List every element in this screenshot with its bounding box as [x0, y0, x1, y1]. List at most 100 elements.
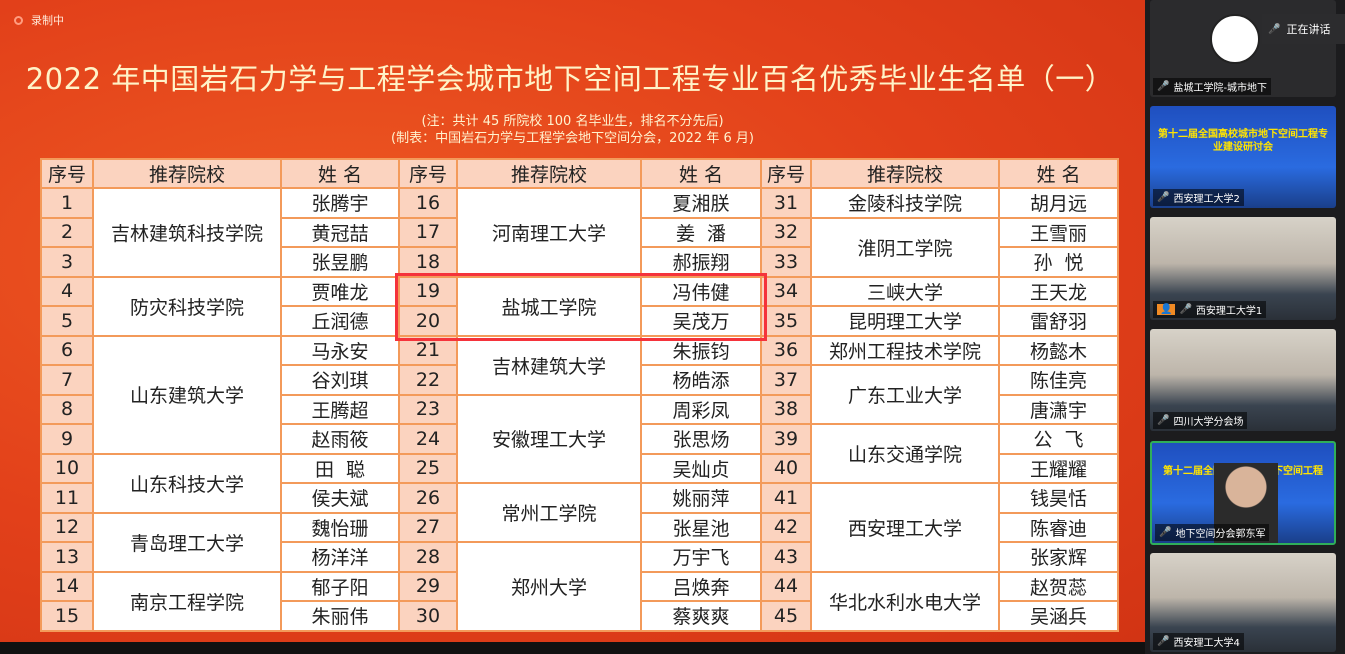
- header-school: 推荐院校: [810, 158, 1000, 189]
- name-cell: 张家辉: [998, 541, 1119, 573]
- seq-cell: 39: [760, 423, 812, 455]
- school-cell: 金陵科技学院: [810, 187, 1000, 219]
- name-cell: 王雪丽: [998, 216, 1119, 248]
- name-cell: 夏湘朕: [640, 187, 762, 219]
- seq-cell: 16: [398, 187, 458, 219]
- header-school: 推荐院校: [456, 158, 642, 189]
- seq-cell: 7: [40, 364, 94, 396]
- participant-tile[interactable]: 第十二届全国高校城市地下空间工程专业建设研讨会 🎤 西安理工大学2: [1150, 106, 1336, 208]
- seq-cell: 2: [40, 216, 94, 248]
- school-cell: 山东建筑大学: [92, 334, 282, 455]
- name-cell: 赵贺蕊: [998, 570, 1119, 602]
- name-cell: 王天龙: [998, 275, 1119, 307]
- mic-icon: 🎤: [1157, 192, 1170, 203]
- seq-cell: 15: [40, 600, 94, 632]
- seq-cell: 17: [398, 216, 458, 248]
- seq-cell: 26: [398, 482, 458, 514]
- mic-muted-icon: 🎤: [1157, 81, 1170, 92]
- school-cell: 郑州工程技术学院: [810, 334, 1000, 366]
- participant-tile[interactable]: 🎤 盐城工学院-城市地下: [1150, 0, 1336, 97]
- seq-cell: 23: [398, 393, 458, 425]
- name-cell: 公 飞: [998, 423, 1119, 455]
- name-cell: 吴涵兵: [998, 600, 1119, 632]
- table-row: 5 丘润德 20 吴茂万 35 昆明理工大学 雷舒羽: [40, 305, 1119, 337]
- name-cell: 朱丽伟: [280, 600, 400, 632]
- table-row: 1 吉林建筑科技学院 张腾宇 16 河南理工大学 夏湘朕 31 金陵科技学院 胡月远: [40, 187, 1119, 278]
- school-cell: 郑州大学: [456, 541, 642, 632]
- participant-name: 盐城工学院-城市地下: [1173, 83, 1268, 94]
- table-row: 10 山东科技大学田 聪 25 吴灿贞 40 王耀耀: [40, 452, 1119, 514]
- participant-tile[interactable]: 🎤 西安理工大学4: [1150, 553, 1336, 652]
- name-cell: 钱昊恬: [998, 482, 1119, 514]
- name-cell: 魏怡珊: [280, 511, 400, 543]
- slide-note: (注：共计 45 所院校 100 名毕业生，排名不分先后): [421, 114, 724, 129]
- name-cell: 吴茂万: [640, 305, 762, 337]
- user-icon: 👤: [1157, 304, 1176, 315]
- name-cell: 姜 潘: [640, 216, 762, 248]
- record-icon: [14, 15, 23, 25]
- header-school: 推荐院校: [92, 158, 282, 189]
- participant-name: 西安理工大学4: [1173, 638, 1240, 649]
- seq-cell: 24: [398, 423, 458, 455]
- name-cell: 赵雨筱: [280, 423, 400, 455]
- name-cell: 张腾宇: [280, 187, 400, 219]
- name-cell: 姚丽萍: [640, 482, 762, 514]
- table-row: 4 防灾科技学院 贾唯龙 19 盐城工学院 冯伟健 34 三峡大学 王天龙: [40, 275, 1119, 337]
- name-cell: 唐潇宇: [998, 393, 1119, 425]
- participant-tile[interactable]: 👤 🎤 西安理工大学1: [1150, 217, 1336, 320]
- highlight-box: [395, 273, 767, 341]
- school-cell: 广东工业大学: [810, 364, 1000, 425]
- name-cell: 王耀耀: [998, 452, 1119, 484]
- name-cell: 侯夫斌: [280, 482, 400, 514]
- header-name: 姓 名: [280, 158, 400, 189]
- seq-cell: 31: [760, 187, 812, 219]
- seq-cell: 10: [40, 452, 94, 484]
- speaking-label: 正在讲话: [1286, 23, 1331, 36]
- participant-tile-active[interactable]: 第十二届全国高校城市地下空间工程专业建设 🎤地下空间分会郭东军: [1150, 441, 1336, 545]
- avatar: [1210, 14, 1260, 64]
- seq-cell: 19: [398, 275, 458, 307]
- header-no: 序号: [398, 158, 458, 189]
- name-cell: 张思炀: [640, 423, 762, 455]
- mic-muted-icon: 🎤: [1268, 23, 1281, 35]
- name-cell: 万宇飞: [640, 541, 762, 573]
- mic-muted-icon: 🎤: [1157, 415, 1170, 426]
- participant-tile[interactable]: 🎤 四川大学分会场: [1150, 329, 1336, 431]
- school-cell: 三峡大学: [810, 275, 1000, 307]
- participant-name: 西安理工大学1: [1195, 306, 1263, 317]
- recording-label: 录制中: [31, 14, 64, 27]
- seq-cell: 36: [760, 334, 812, 366]
- school-cell: 青岛理工大学: [92, 511, 282, 573]
- seq-cell: 20: [398, 305, 458, 337]
- name-cell: 杨皓添: [640, 364, 762, 396]
- seq-cell: 25: [398, 452, 458, 484]
- school-cell: 西安理工大学: [810, 482, 1000, 573]
- seq-cell: 9: [40, 423, 94, 455]
- name-cell: 杨洋洋: [280, 541, 400, 573]
- school-cell: 华北水利水电大学: [810, 570, 1000, 632]
- name-cell: 王腾超: [280, 393, 400, 425]
- name-cell: 周彩凤: [640, 393, 762, 425]
- table-row: 11 侯夫斌 26 常州工学院 姚丽萍 41 西安理工大学 钱昊恬: [40, 482, 1119, 573]
- seq-cell: 14: [40, 570, 94, 602]
- recording-indicator: 录制中: [14, 12, 64, 28]
- video-banner: 第十二届全国高校城市地下空间工程专业建设研讨会: [1158, 129, 1328, 153]
- name-cell: 雷舒羽: [998, 305, 1119, 337]
- seq-cell: 4: [40, 275, 94, 307]
- seq-cell: 3: [40, 246, 94, 278]
- seq-cell: 29: [398, 570, 458, 602]
- name-cell: 孙 悦: [998, 246, 1119, 278]
- name-cell: 丘润德: [280, 305, 400, 337]
- school-cell: 淮阴工学院: [810, 216, 1000, 278]
- seq-cell: 30: [398, 600, 458, 632]
- header-no: 序号: [40, 158, 94, 189]
- header-name: 姓 名: [640, 158, 762, 189]
- slide-title: 2022 年中国岩石力学与工程学会城市地下空间工程专业百名优秀毕业生名单（一）: [25, 62, 1115, 96]
- seq-cell: 27: [398, 511, 458, 543]
- graduates-table: 序号 推荐院校姓 名序号 推荐院校姓 名序号 推荐院校姓 名 1 吉林建筑科技学院 张腾宇…: [40, 158, 1119, 632]
- table-row: 6 山东建筑大学 马永安 21 吉林建筑大学 朱振钧 36 郑州工程技术学院 杨懿木: [40, 334, 1119, 455]
- school-cell: 盐城工学院: [456, 275, 642, 337]
- header-name: 姓 名: [998, 158, 1119, 189]
- mic-muted-icon: 🎤: [1157, 636, 1170, 647]
- name-cell: 黄冠喆: [280, 216, 400, 248]
